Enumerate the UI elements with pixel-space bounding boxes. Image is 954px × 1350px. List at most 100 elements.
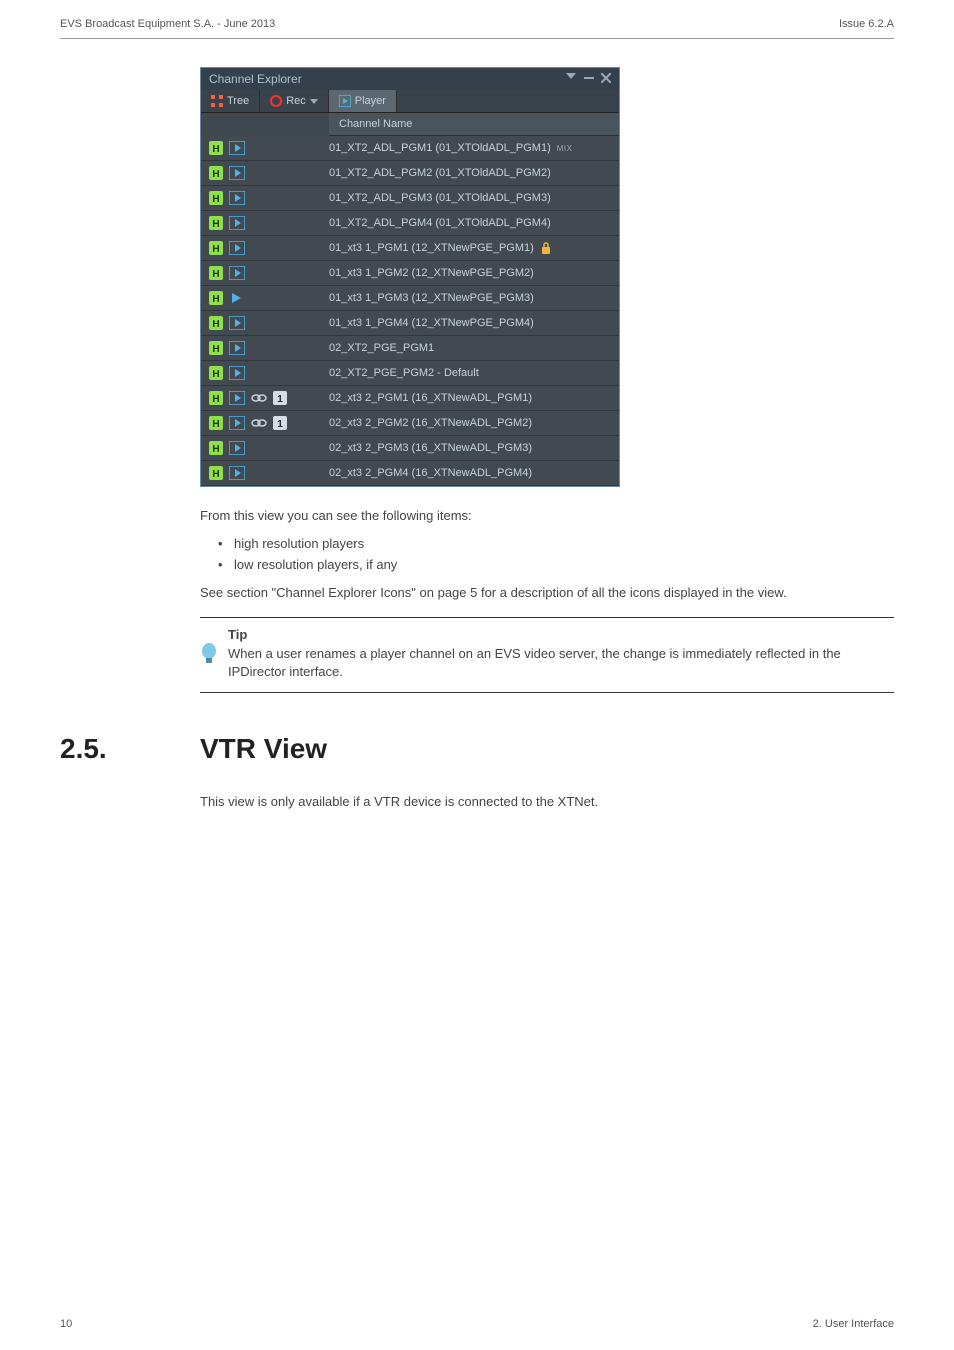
chevron-down-icon xyxy=(310,97,318,105)
svg-text:H: H xyxy=(212,144,219,155)
play-box-icon xyxy=(229,366,245,380)
tab-tree[interactable]: Tree xyxy=(201,90,260,112)
link-icon xyxy=(251,418,267,428)
h-icon: H xyxy=(209,391,223,405)
panel-titlebar: Channel Explorer xyxy=(201,68,619,90)
row-name: 01_XT2_ADL_PGM4 (01_XTOldADL_PGM4) xyxy=(329,217,611,229)
row-icons: H xyxy=(209,316,329,330)
row-icons: H1 xyxy=(209,416,329,430)
row-name: 01_xt3 1_PGM2 (12_XTNewPGE_PGM2) xyxy=(329,267,611,279)
table-row[interactable]: H102_xt3 2_PGM2 (16_XTNewADL_PGM2) xyxy=(201,411,619,436)
table-row[interactable]: H 01_XT2_ADL_PGM4 (01_XTOldADL_PGM4) xyxy=(201,211,619,236)
play-box-icon xyxy=(229,216,245,230)
mix-badge: MIX xyxy=(557,144,573,153)
row-name: 02_xt3 2_PGM2 (16_XTNewADL_PGM2) xyxy=(329,417,611,429)
row-name: 02_xt3 2_PGM4 (16_XTNewADL_PGM4) xyxy=(329,467,611,479)
tab-player[interactable]: Player xyxy=(329,90,397,112)
link-icon xyxy=(251,393,267,403)
close-icon[interactable] xyxy=(597,73,611,83)
table-row[interactable]: H02_XT2_PGE_PGM2 - Default xyxy=(201,361,619,386)
table-row[interactable]: H 01_xt3 1_PGM2 (12_XTNewPGE_PGM2) xyxy=(201,261,619,286)
row-name: 01_XT2_ADL_PGM2 (01_XTOldADL_PGM2) xyxy=(329,167,611,179)
h-icon: H xyxy=(209,466,223,480)
svg-text:H: H xyxy=(212,244,219,255)
h-icon: H xyxy=(209,141,223,155)
row-name: 02_XT2_PGE_PGM1 xyxy=(329,342,611,354)
svg-text:H: H xyxy=(212,444,219,455)
row-icons: H xyxy=(209,241,329,255)
h-icon: H xyxy=(209,291,223,305)
row-icons: H xyxy=(209,366,329,380)
header-left: EVS Broadcast Equipment S.A. - June 2013 xyxy=(60,18,275,30)
svg-text:H: H xyxy=(212,394,219,405)
row-name: 02_xt3 2_PGM1 (16_XTNewADL_PGM1) xyxy=(329,392,611,404)
row-icons: H xyxy=(209,466,329,480)
svg-text:H: H xyxy=(212,419,219,430)
footer-section: 2. User Interface xyxy=(813,1318,894,1330)
paragraph-vtr: This view is only available if a VTR dev… xyxy=(200,793,894,812)
paragraph-intro: From this view you can see the following… xyxy=(200,507,894,526)
h-icon: H xyxy=(209,316,223,330)
svg-text:H: H xyxy=(212,269,219,280)
table-row[interactable]: H 01_XT2_ADL_PGM2 (01_XTOldADL_PGM2) xyxy=(201,161,619,186)
row-icons: H xyxy=(209,216,329,230)
table-row[interactable]: H 02_xt3 2_PGM3 (16_XTNewADL_PGM3) xyxy=(201,436,619,461)
table-row[interactable]: H102_xt3 2_PGM1 (16_XTNewADL_PGM1) xyxy=(201,386,619,411)
tip-text: When a user renames a player channel on … xyxy=(228,646,841,680)
channel-rows: H01_XT2_ADL_PGM1 (01_XTOldADL_PGM1)MIXH0… xyxy=(201,136,619,486)
h-icon: H xyxy=(209,191,223,205)
list-item: high resolution players xyxy=(218,536,894,551)
table-row[interactable]: H 01_XT2_ADL_PGM3 (01_XTOldADL_PGM3) xyxy=(201,186,619,211)
row-icons: H xyxy=(209,141,329,155)
h-icon: H xyxy=(209,341,223,355)
pin-icon[interactable] xyxy=(562,73,576,83)
list-item: low resolution players, if any xyxy=(218,557,894,572)
h-icon: H xyxy=(209,241,223,255)
row-icons: H xyxy=(209,191,329,205)
tab-rec[interactable]: Rec xyxy=(260,90,329,112)
play-box-icon xyxy=(229,141,245,155)
table-row[interactable]: H01_XT2_ADL_PGM1 (01_XTOldADL_PGM1)MIX xyxy=(201,136,619,161)
play-box-icon xyxy=(229,166,245,180)
table-row[interactable]: H01_xt3 1_PGM4 (12_XTNewPGE_PGM4) xyxy=(201,311,619,336)
minimize-icon[interactable] xyxy=(580,73,594,83)
header-rule xyxy=(60,38,894,39)
table-row[interactable]: H 01_xt3 1_PGM3 (12_XTNewPGE_PGM3) xyxy=(201,286,619,311)
h-icon: H xyxy=(209,416,223,430)
tip-icon xyxy=(200,628,218,683)
bullet-list: high resolution players low resolution p… xyxy=(218,536,894,572)
tab-tree-label: Tree xyxy=(227,95,249,107)
svg-text:H: H xyxy=(212,219,219,230)
page-number: 10 xyxy=(60,1318,72,1330)
row-name: 01_xt3 1_PGM3 (12_XTNewPGE_PGM3) xyxy=(329,292,611,304)
col-header-spacer xyxy=(201,113,329,136)
table-row[interactable]: H 01_xt3 1_PGM1 (12_XTNewPGE_PGM1) xyxy=(201,236,619,261)
row-name: 01_XT2_ADL_PGM3 (01_XTOldADL_PGM3) xyxy=(329,192,611,204)
player-tab-icon xyxy=(339,95,351,107)
row-icons: H1 xyxy=(209,391,329,405)
lock-icon xyxy=(540,242,552,255)
svg-text:H: H xyxy=(212,169,219,180)
table-row[interactable]: H 02_xt3 2_PGM4 (16_XTNewADL_PGM4) xyxy=(201,461,619,486)
tab-rec-label: Rec xyxy=(286,95,306,107)
play-box-icon xyxy=(229,466,245,480)
section-title: VTR View xyxy=(200,733,327,765)
row-name: 01_xt3 1_PGM1 (12_XTNewPGE_PGM1) xyxy=(329,242,611,255)
table-row[interactable]: H 02_XT2_PGE_PGM1 xyxy=(201,336,619,361)
h-icon: H xyxy=(209,366,223,380)
h-icon: H xyxy=(209,166,223,180)
row-icons: H xyxy=(209,341,329,355)
column-header[interactable]: Channel Name xyxy=(329,113,619,136)
h-icon: H xyxy=(209,216,223,230)
svg-text:H: H xyxy=(212,319,219,330)
play-box-icon xyxy=(229,416,245,430)
svg-text:H: H xyxy=(212,294,219,305)
row-name: 02_xt3 2_PGM3 (16_XTNewADL_PGM3) xyxy=(329,442,611,454)
rec-icon xyxy=(270,95,282,107)
panel-title-controls xyxy=(562,72,611,86)
tip-label: Tip xyxy=(228,627,247,642)
h-icon: H xyxy=(209,266,223,280)
play-box-icon xyxy=(229,266,245,280)
svg-text:H: H xyxy=(212,344,219,355)
play-box-icon xyxy=(229,341,245,355)
